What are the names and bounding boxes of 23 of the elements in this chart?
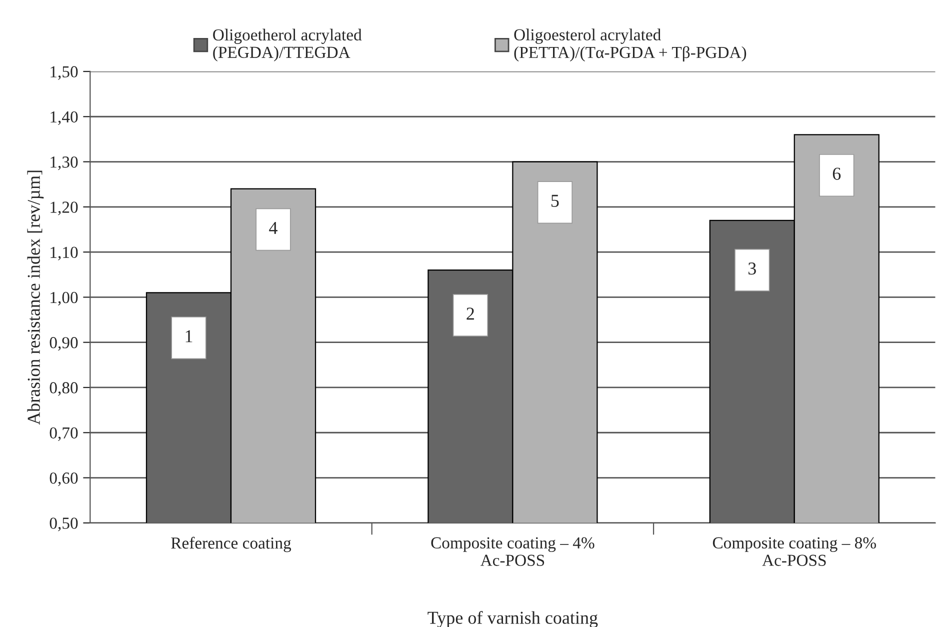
annotation: 3 (748, 262, 756, 275)
x-tick-label: Composite coating – 8% Ac-POSS (712, 537, 876, 566)
x-tick-label: Composite coating – 4% Ac-POSS (431, 537, 594, 566)
y-tick-label: 1,10 (50, 246, 78, 260)
annotation: 2 (466, 308, 474, 320)
annotation: 5 (551, 194, 559, 207)
annotation: 6 (832, 168, 841, 180)
y-tick-label: 0,80 (50, 382, 78, 396)
y-tick-label: 1,30 (50, 156, 78, 170)
y-tick-label: 0,60 (50, 472, 78, 486)
x-tick-label: Reference coating (171, 536, 292, 552)
y-tick-label: 1,50 (50, 66, 78, 80)
y-tick-label: 1,40 (50, 111, 78, 125)
legend-label: Oligoetherol acrylated (PEGDA)/TTEGDA (213, 28, 362, 62)
y-tick-label: 0,50 (50, 518, 78, 532)
y-tick-label: 0,90 (50, 337, 78, 351)
y-axis-title: Abrasion resistance index [rev/µm] (27, 170, 44, 425)
annotation: 1 (186, 330, 192, 342)
y-tick-label: 0,70 (50, 427, 78, 441)
y-tick-label: 1,00 (50, 292, 78, 306)
legend-label: Oligoesterol acrylated (PETTA)/(Tα-PGDA + Tβ-PGDA) (514, 28, 746, 62)
y-tick-label: 1,20 (50, 202, 78, 216)
annotation: 4 (269, 222, 278, 234)
